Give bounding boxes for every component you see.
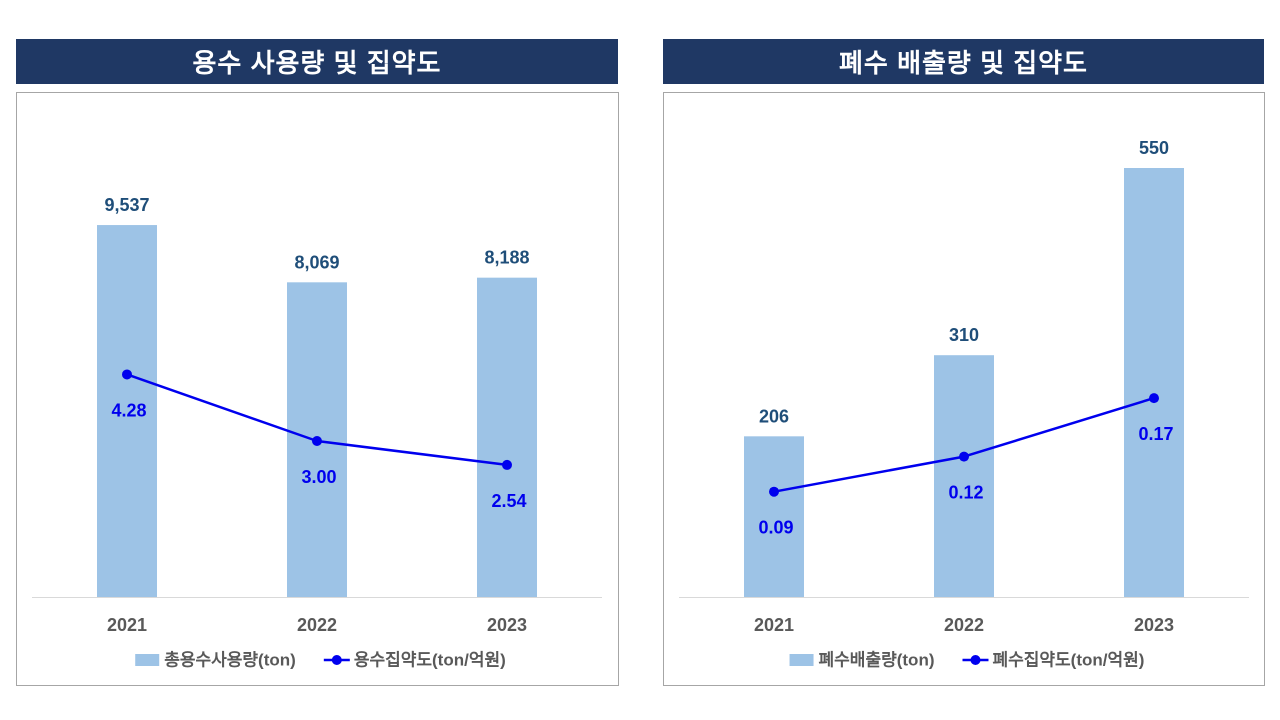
- water-usage-line-label-2021: 4.28: [111, 400, 146, 420]
- wastewater-line-point-2022: [959, 451, 969, 462]
- water-usage-line-point-2023: [502, 459, 512, 470]
- water-usage-x-tick-2021: 2021: [107, 615, 147, 635]
- wastewater-line-label-2021: 0.09: [758, 518, 793, 538]
- wastewater-legend-bar-swatch: [789, 654, 814, 666]
- wastewater-bar-label-2023: 550: [1139, 138, 1169, 158]
- water-usage-bar-label-2022: 8,069: [294, 252, 339, 272]
- water-usage-line-label-2022: 3.00: [301, 467, 336, 487]
- water-usage-legend: 총용수사용량(ton) 용수집약도(ton/억원): [135, 650, 506, 670]
- wastewater-line-label-2023: 0.17: [1138, 424, 1173, 444]
- wastewater-bar-2021: [744, 436, 804, 597]
- water-usage-legend-bar-swatch: [135, 654, 160, 666]
- water-usage-chart-panel: 9,537 8,069 8,188 4.28 3.00 2.54 2021 2022 2023 총…: [16, 92, 619, 686]
- wastewater-bar-2023: [1124, 168, 1184, 597]
- wastewater-legend-line-label: 폐수집약도(ton/억원): [992, 650, 1144, 670]
- water-usage-legend-line-label: 용수집약도(ton/억원): [354, 650, 506, 670]
- water-usage-chart: 9,537 8,069 8,188 4.28 3.00 2.54 2021 2022 2023 총…: [32, 195, 602, 670]
- water-usage-line-point-2021: [122, 369, 132, 380]
- water-usage-chart-title: 용수 사용량 및 집약도: [16, 39, 618, 84]
- wastewater-bar-2022: [934, 355, 994, 597]
- wastewater-x-tick-2023: 2023: [1134, 615, 1174, 635]
- wastewater-legend-line-marker: [970, 655, 981, 665]
- wastewater-chart: 206 310 550 0.09 0.12 0.17 2021 2022 2023 폐수배출량(t…: [679, 138, 1249, 670]
- water-usage-legend-bar-label: 총용수사용량(ton): [164, 651, 296, 670]
- wastewater-x-tick-2022: 2022: [944, 615, 984, 635]
- wastewater-bar-label-2022: 310: [949, 325, 979, 345]
- water-usage-line-label-2023: 2.54: [491, 491, 526, 511]
- wastewater-chart-panel: 206 310 550 0.09 0.12 0.17 2021 2022 2023 폐수배출량(t…: [663, 92, 1265, 686]
- water-usage-x-tick-2022: 2022: [297, 615, 337, 635]
- water-usage-x-tick-2023: 2023: [487, 615, 527, 635]
- water-usage-bar-label-2021: 9,537: [104, 195, 149, 215]
- water-usage-line-point-2022: [312, 436, 322, 446]
- water-usage-bar-2023: [477, 277, 537, 597]
- wastewater-legend: 폐수배출량(ton) 폐수집약도(ton/억원): [789, 650, 1144, 670]
- wastewater-line-point-2021: [769, 486, 779, 497]
- water-usage-bar-2021: [97, 225, 157, 597]
- wastewater-x-tick-2021: 2021: [754, 615, 794, 635]
- wastewater-bar-label-2021: 206: [759, 406, 789, 426]
- water-usage-legend-line-marker: [331, 655, 342, 665]
- wastewater-line-point-2023: [1149, 393, 1159, 404]
- wastewater-chart-title: 폐수 배출량 및 집약도: [663, 39, 1264, 84]
- wastewater-legend-bar-label: 폐수배출량(ton): [819, 651, 935, 670]
- water-usage-bar-label-2023: 8,188: [484, 248, 529, 268]
- wastewater-line-label-2022: 0.12: [948, 483, 983, 503]
